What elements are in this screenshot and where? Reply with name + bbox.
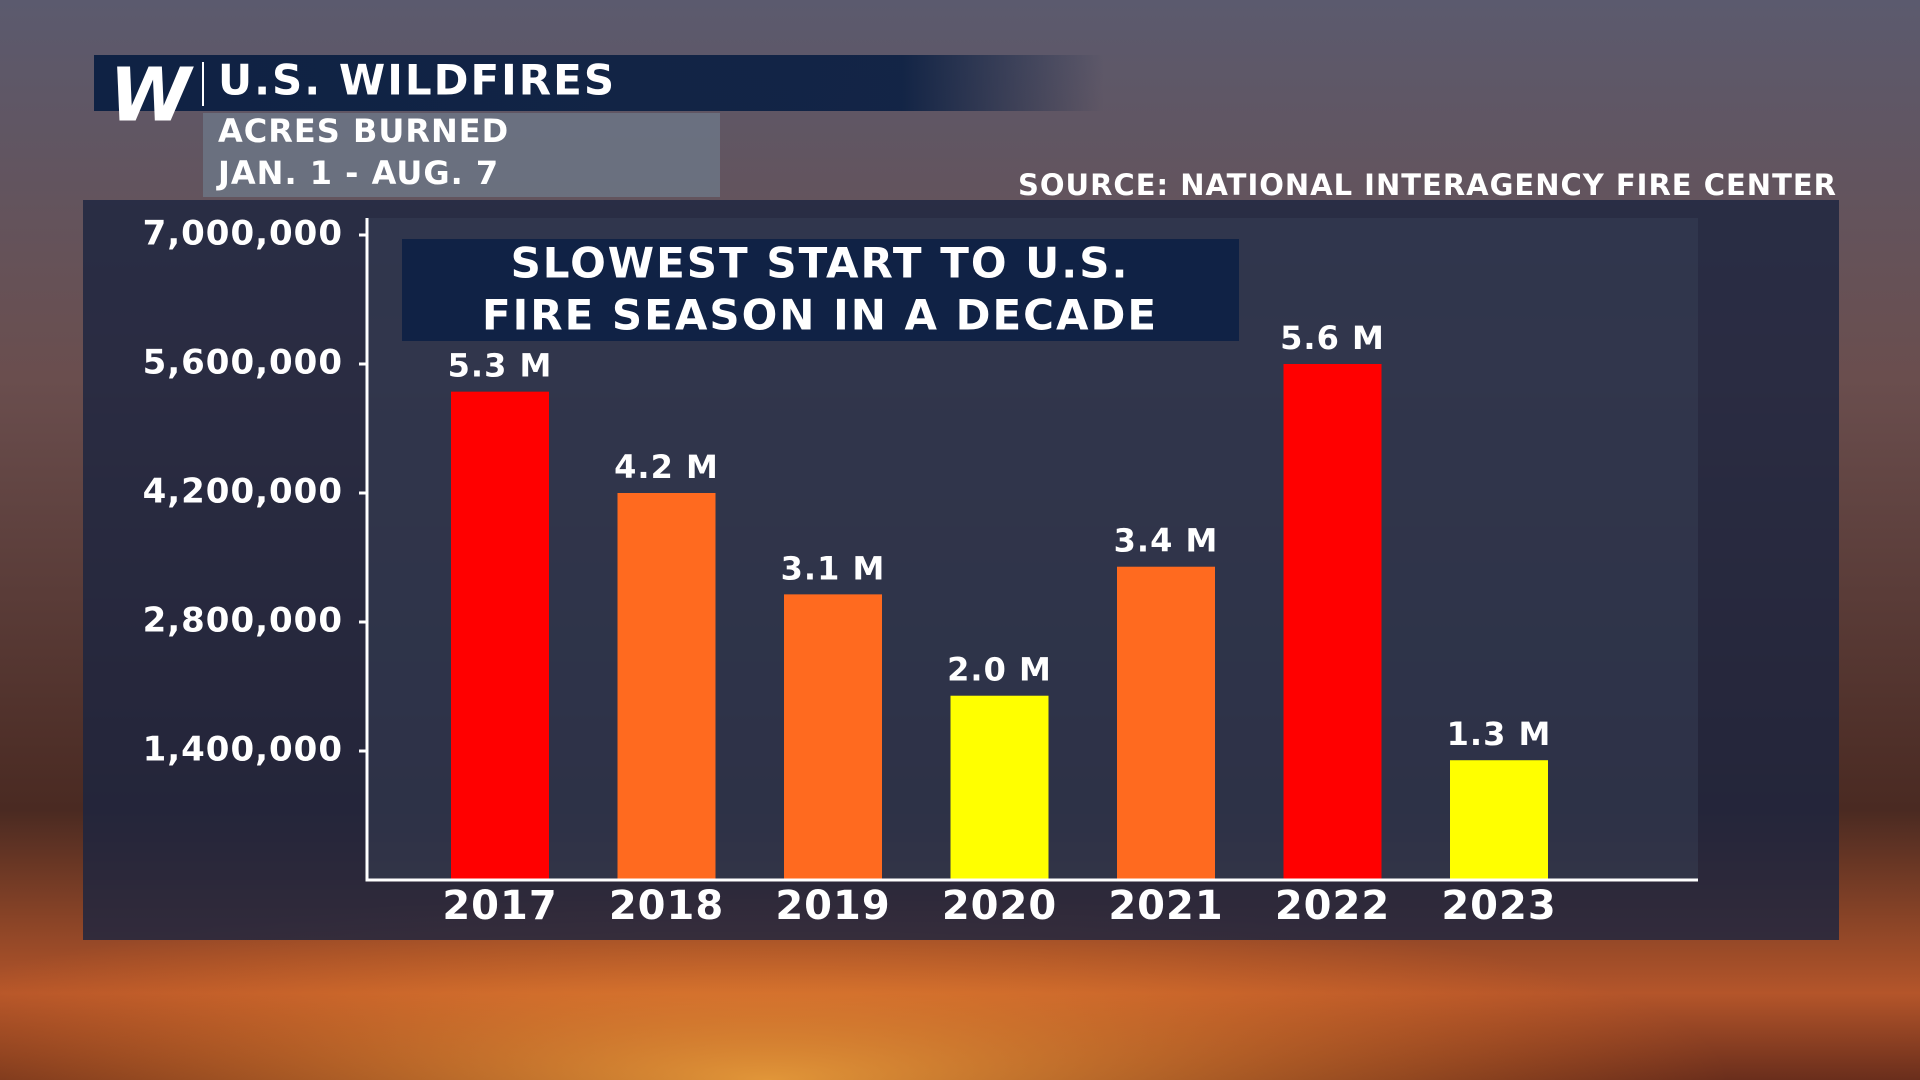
y-tick-label: 5,600,000 [143, 343, 343, 383]
value-label: 3.1 M [781, 549, 886, 587]
annotation-box [402, 239, 1239, 341]
value-label: 4.2 M [614, 448, 719, 486]
annotation: FIRE SEASON IN A DECADE [482, 291, 1158, 340]
value-label: 5.3 M [448, 347, 553, 385]
header-bar [94, 55, 1104, 111]
logo: W [109, 53, 194, 139]
x-tick-label: 2021 [1108, 883, 1223, 929]
value-label: 1.3 M [1447, 715, 1552, 753]
x-tick-label: 2020 [942, 883, 1057, 929]
y-tick-label: 4,200,000 [143, 472, 343, 512]
bar [1117, 566, 1215, 880]
y-tick-label: 2,800,000 [143, 601, 343, 641]
y-tick-label: 7,000,000 [143, 214, 343, 254]
bar [1283, 364, 1382, 880]
y-tick-label: 1,400,000 [143, 730, 343, 770]
subtitle: JAN. 1 - AUG. 7 [216, 154, 499, 192]
chart-title: U.S. WILDFIRES [218, 56, 616, 105]
value-label: 3.4 M [1114, 522, 1219, 560]
x-tick-label: 2017 [442, 883, 557, 929]
x-tick-label: 2019 [775, 883, 890, 929]
source: SOURCE: NATIONAL INTERAGENCY FIRE CENTER [1018, 168, 1837, 202]
bar [1450, 760, 1548, 880]
bar [784, 594, 882, 880]
x-tick-label: 2018 [609, 883, 724, 929]
bar [950, 695, 1049, 880]
value-label: 2.0 M [947, 651, 1052, 689]
subtitle-box [203, 113, 720, 197]
value-label: 5.6 M [1280, 319, 1385, 357]
x-tick-label: 2023 [1441, 883, 1556, 929]
bar [617, 493, 716, 880]
x-tick-label: 2022 [1275, 883, 1390, 929]
bar [451, 391, 549, 880]
annotation: SLOWEST START TO U.S. [511, 239, 1130, 288]
subtitle: ACRES BURNED [218, 112, 509, 150]
